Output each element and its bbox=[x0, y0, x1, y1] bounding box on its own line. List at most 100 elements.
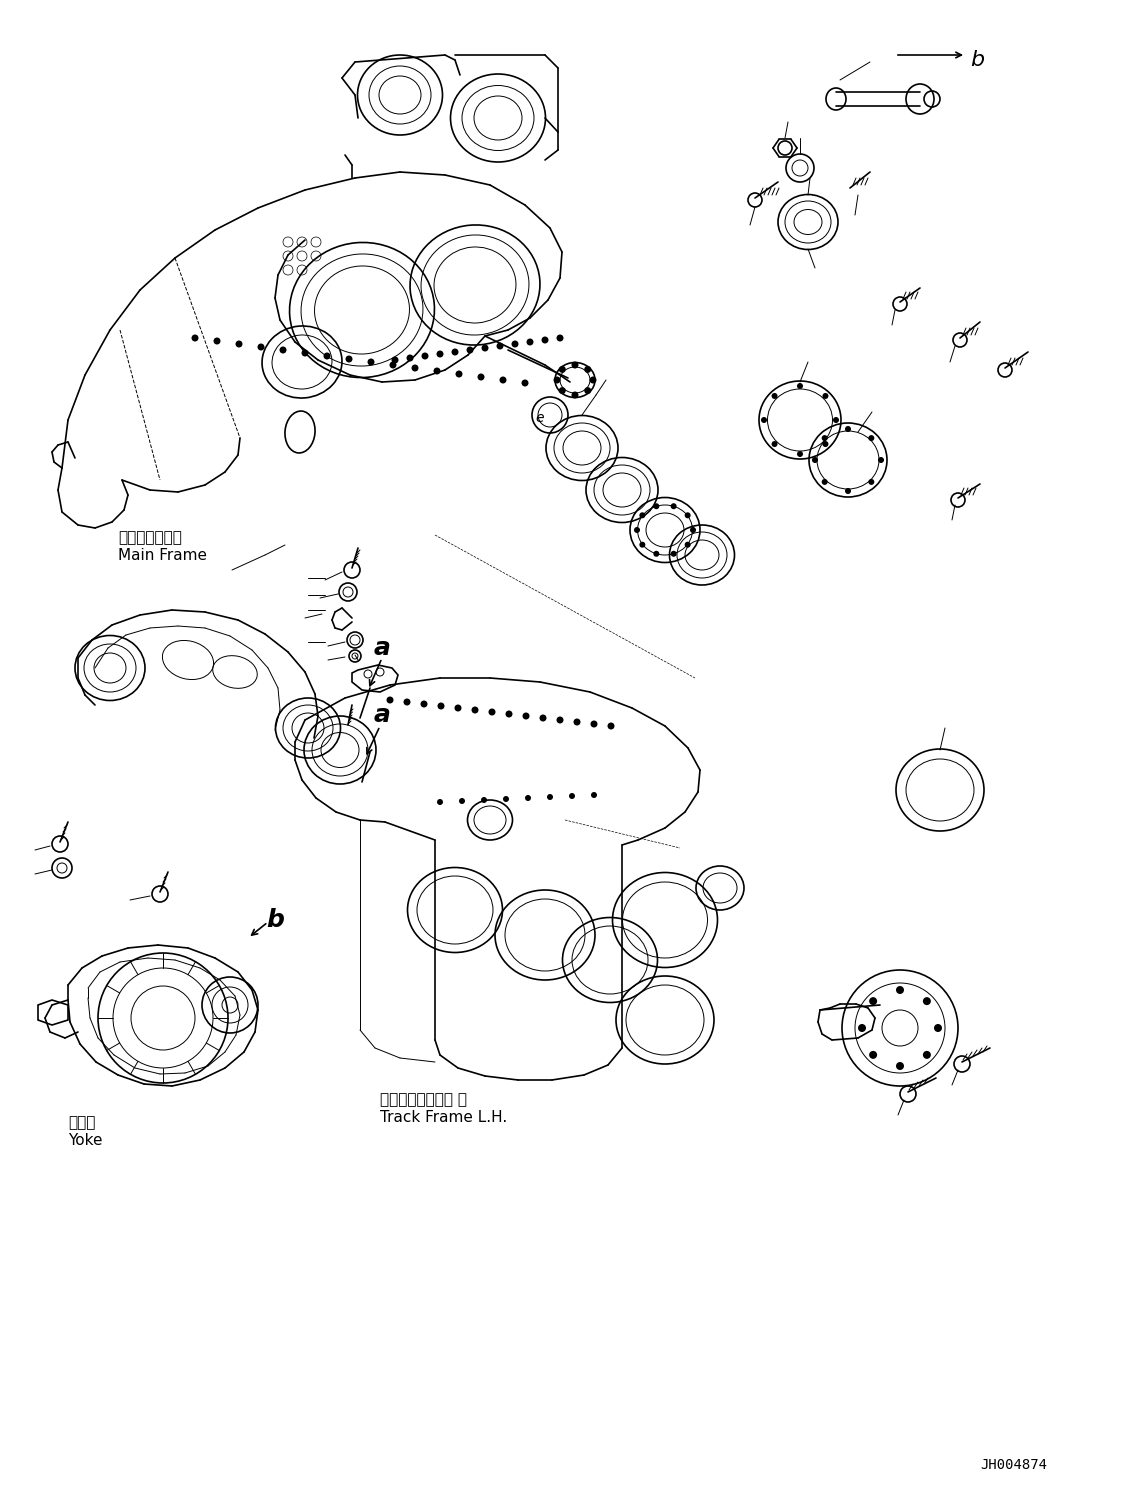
Circle shape bbox=[573, 719, 580, 726]
Circle shape bbox=[844, 426, 851, 432]
Circle shape bbox=[437, 799, 443, 805]
Circle shape bbox=[522, 713, 530, 720]
Circle shape bbox=[639, 541, 646, 547]
Circle shape bbox=[345, 355, 353, 362]
Text: Track Frame L.H.: Track Frame L.H. bbox=[380, 1109, 507, 1126]
Circle shape bbox=[547, 795, 553, 801]
Circle shape bbox=[558, 388, 565, 394]
Circle shape bbox=[481, 344, 488, 352]
Circle shape bbox=[539, 714, 546, 722]
Circle shape bbox=[572, 361, 579, 368]
Circle shape bbox=[823, 394, 829, 400]
Circle shape bbox=[279, 346, 286, 353]
Text: メインフレーム: メインフレーム bbox=[118, 529, 182, 546]
Circle shape bbox=[526, 795, 531, 801]
Circle shape bbox=[934, 1024, 942, 1032]
Circle shape bbox=[923, 997, 931, 1005]
Circle shape bbox=[499, 377, 506, 383]
Circle shape bbox=[760, 417, 767, 423]
Text: トラックフレーム 左: トラックフレーム 左 bbox=[380, 1091, 466, 1106]
Circle shape bbox=[420, 701, 428, 708]
Circle shape bbox=[868, 435, 874, 441]
Circle shape bbox=[878, 458, 884, 464]
Text: JH004874: JH004874 bbox=[980, 1458, 1046, 1472]
Circle shape bbox=[556, 717, 563, 723]
Circle shape bbox=[797, 383, 802, 389]
Text: Main Frame: Main Frame bbox=[118, 549, 207, 564]
Circle shape bbox=[572, 392, 579, 398]
Circle shape bbox=[258, 343, 264, 350]
Circle shape bbox=[797, 450, 802, 458]
Circle shape bbox=[434, 367, 440, 374]
Circle shape bbox=[671, 504, 676, 510]
Circle shape bbox=[585, 365, 591, 373]
Circle shape bbox=[527, 338, 533, 346]
Circle shape bbox=[556, 334, 563, 341]
Text: Yoke: Yoke bbox=[68, 1133, 102, 1148]
Circle shape bbox=[684, 541, 691, 547]
Circle shape bbox=[634, 526, 640, 532]
Circle shape bbox=[585, 388, 591, 394]
Text: b: b bbox=[266, 908, 284, 932]
Circle shape bbox=[896, 986, 903, 994]
Circle shape bbox=[822, 479, 827, 485]
Circle shape bbox=[822, 435, 827, 441]
Circle shape bbox=[869, 997, 877, 1005]
Circle shape bbox=[213, 337, 220, 344]
Circle shape bbox=[459, 798, 465, 804]
Circle shape bbox=[812, 458, 818, 464]
Circle shape bbox=[590, 720, 597, 728]
Circle shape bbox=[466, 346, 473, 353]
Circle shape bbox=[654, 504, 659, 510]
Circle shape bbox=[481, 798, 487, 804]
Circle shape bbox=[368, 358, 375, 365]
Circle shape bbox=[392, 356, 398, 364]
Circle shape bbox=[488, 708, 496, 716]
Circle shape bbox=[833, 417, 839, 423]
Circle shape bbox=[589, 377, 597, 383]
Text: b: b bbox=[970, 51, 984, 70]
Circle shape bbox=[421, 352, 429, 359]
Circle shape bbox=[389, 361, 396, 368]
Circle shape bbox=[772, 441, 777, 447]
Circle shape bbox=[406, 355, 413, 361]
Circle shape bbox=[541, 337, 548, 343]
Circle shape bbox=[452, 349, 459, 355]
Circle shape bbox=[471, 707, 479, 714]
Circle shape bbox=[437, 350, 444, 358]
Circle shape bbox=[437, 702, 445, 710]
Text: e: e bbox=[536, 412, 545, 425]
Circle shape bbox=[387, 696, 394, 704]
Circle shape bbox=[869, 1051, 877, 1059]
Circle shape bbox=[607, 723, 614, 729]
Circle shape bbox=[412, 364, 419, 371]
Text: a: a bbox=[373, 702, 390, 728]
Circle shape bbox=[772, 394, 777, 400]
Circle shape bbox=[591, 792, 597, 798]
Circle shape bbox=[512, 340, 519, 347]
Circle shape bbox=[639, 513, 646, 519]
Circle shape bbox=[923, 1051, 931, 1059]
Circle shape bbox=[684, 513, 691, 519]
Circle shape bbox=[690, 526, 696, 532]
Circle shape bbox=[558, 365, 565, 373]
Circle shape bbox=[858, 1024, 866, 1032]
Circle shape bbox=[192, 334, 199, 341]
Circle shape bbox=[868, 479, 874, 485]
Circle shape bbox=[323, 352, 330, 359]
Circle shape bbox=[302, 349, 309, 356]
Text: a: a bbox=[373, 637, 390, 661]
Circle shape bbox=[496, 343, 504, 349]
Circle shape bbox=[569, 793, 575, 799]
Circle shape bbox=[235, 340, 243, 347]
Circle shape bbox=[671, 550, 676, 556]
Circle shape bbox=[521, 380, 529, 386]
Circle shape bbox=[896, 1062, 903, 1071]
Circle shape bbox=[454, 705, 462, 711]
Circle shape bbox=[654, 550, 659, 556]
Circle shape bbox=[478, 374, 485, 380]
Circle shape bbox=[823, 441, 829, 447]
Circle shape bbox=[505, 711, 513, 717]
Circle shape bbox=[404, 698, 411, 705]
Text: ヨーク: ヨーク bbox=[68, 1115, 95, 1130]
